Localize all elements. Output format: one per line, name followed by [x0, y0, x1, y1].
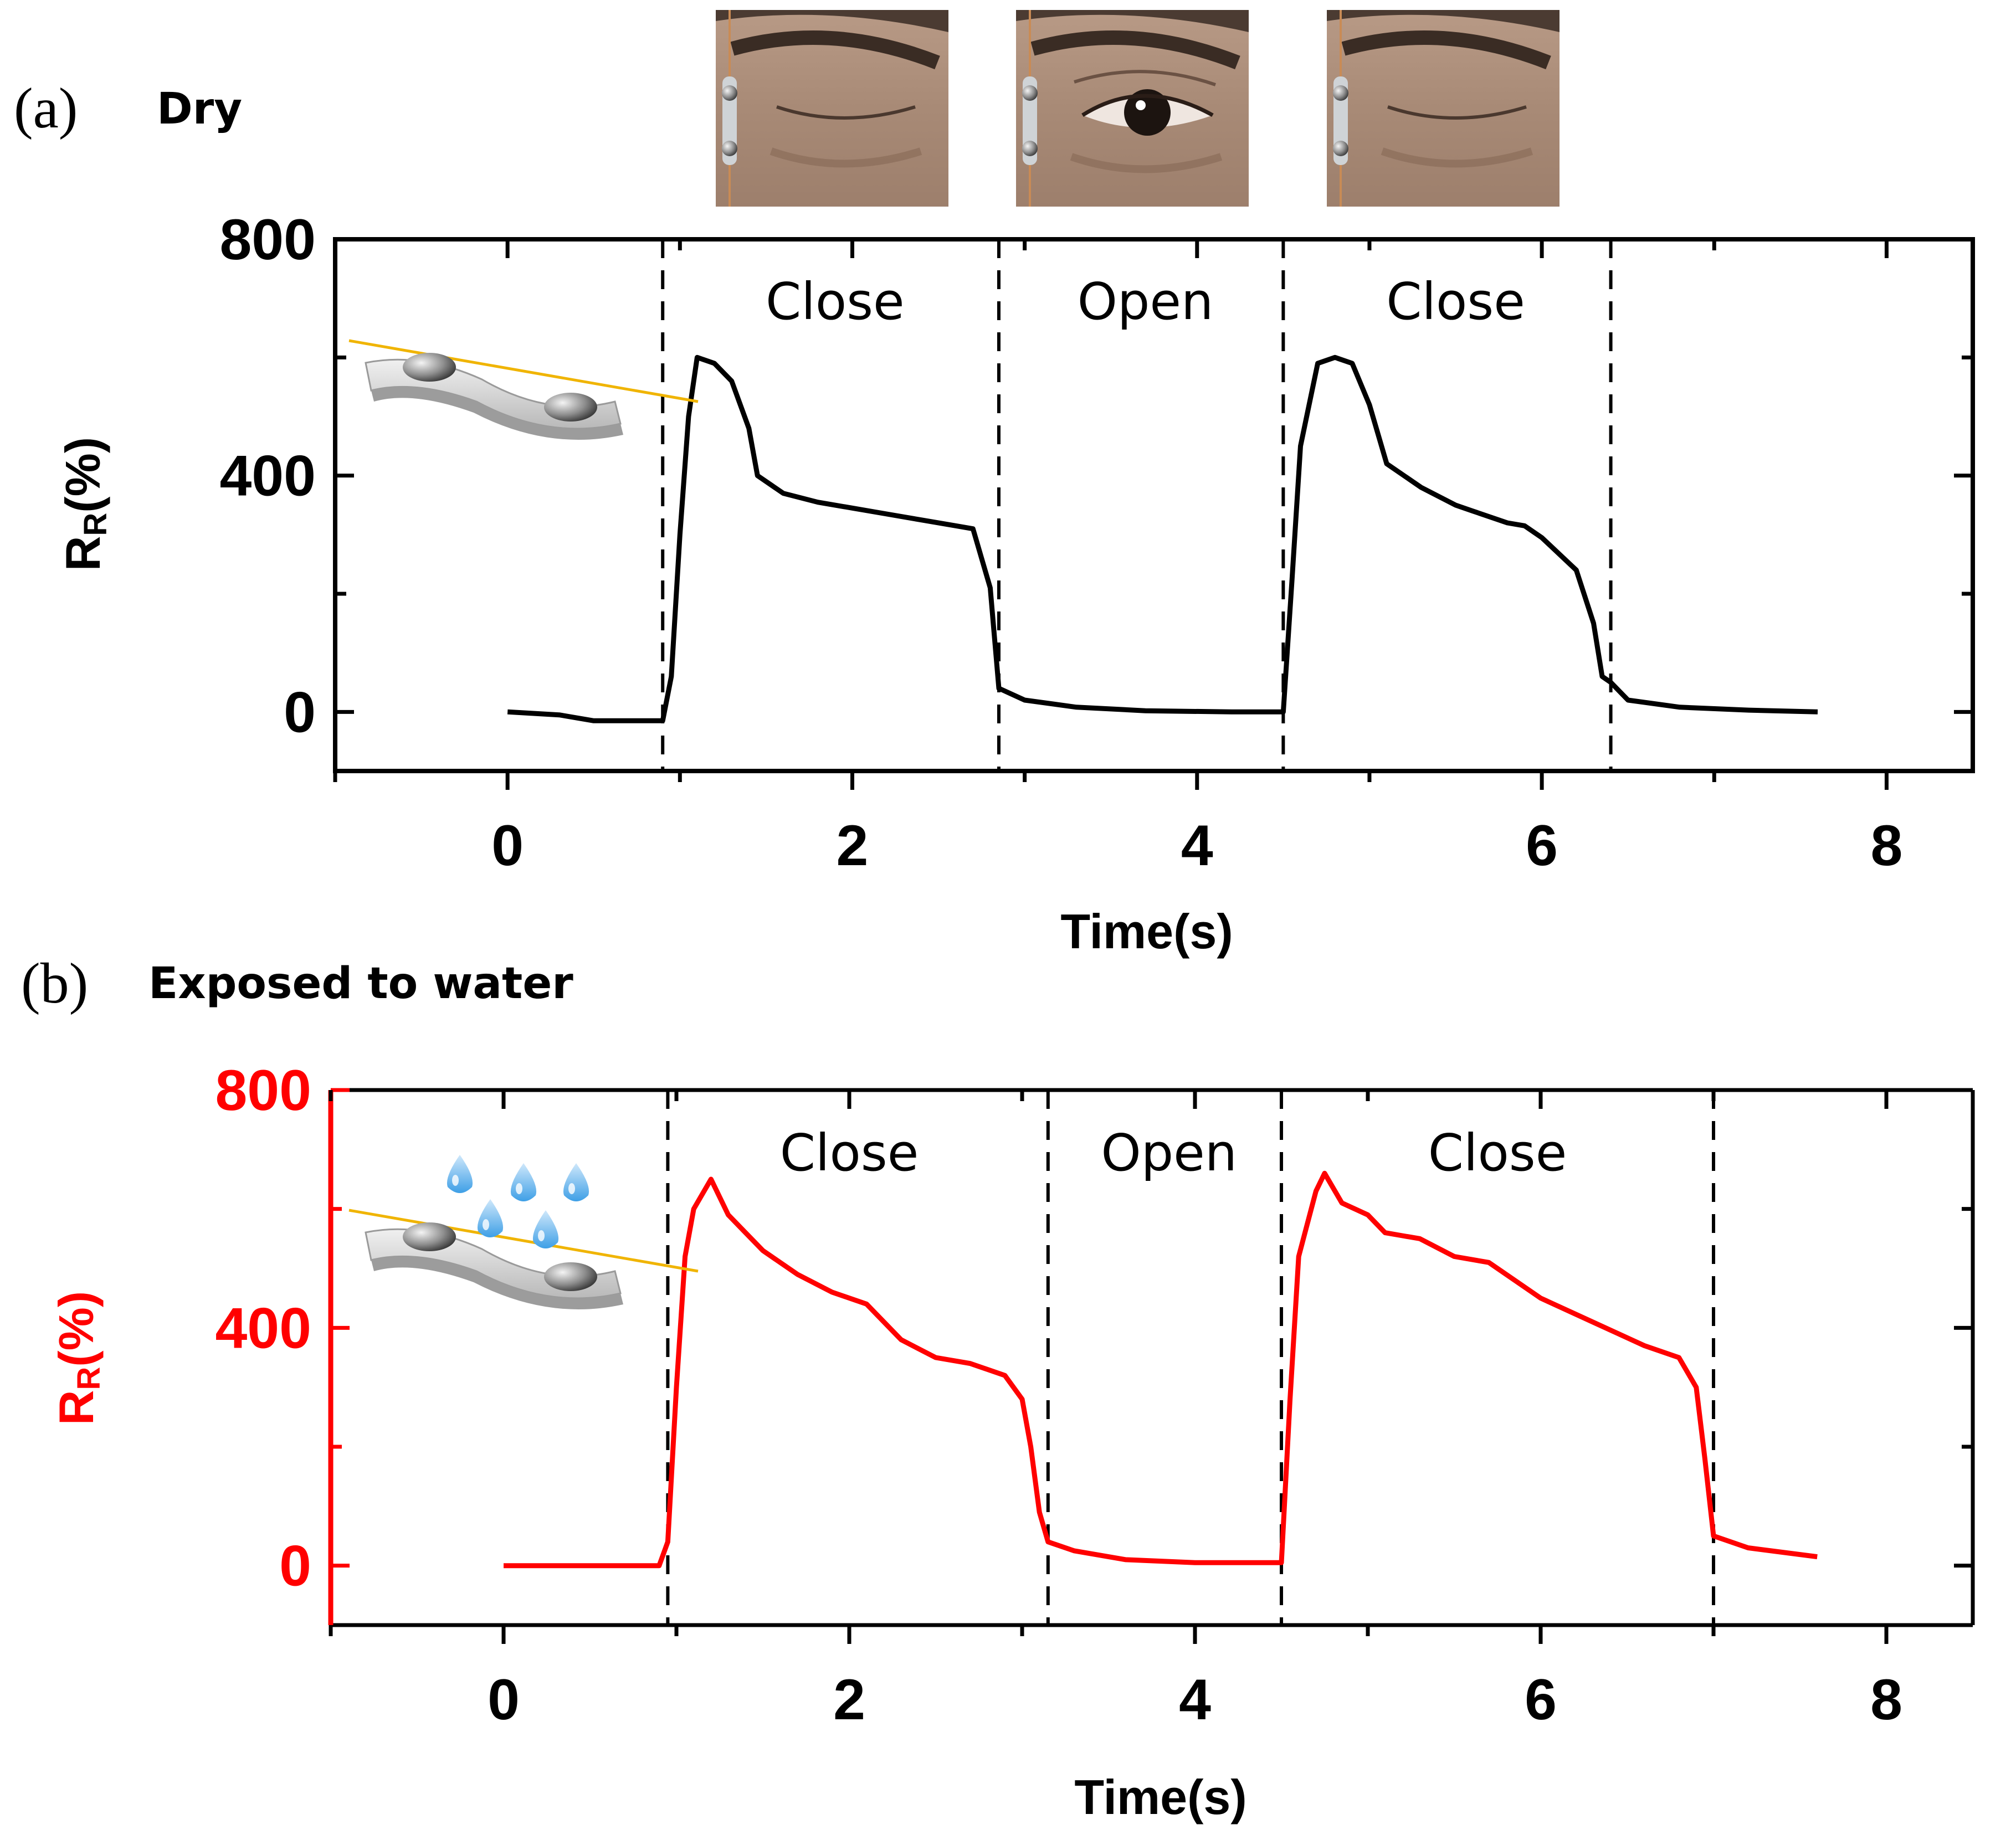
x-axis-label: Time(s)	[1074, 1770, 1246, 1824]
y-tick-label: 400	[215, 1296, 311, 1360]
y-axis-label: RR(%)	[55, 437, 114, 571]
phase-label-close: Close	[1386, 272, 1525, 331]
x-tick-label: 8	[1870, 814, 1902, 878]
x-tick-label: 6	[1525, 1668, 1557, 1732]
phase-label-close: Close	[1428, 1123, 1567, 1183]
chart-dry: Close Open Close 0 400 800 0 2 4 6 8 Time(s) RR(…	[55, 208, 1975, 959]
x-tick-label: 0	[491, 814, 524, 878]
phase-label-open: Open	[1078, 272, 1214, 331]
phase-label-close: Close	[780, 1123, 919, 1183]
closed-eye-photo	[716, 10, 948, 207]
sensor-strip-with-water-drops-icon	[349, 1155, 698, 1309]
series-line	[504, 1170, 1818, 1569]
closed-eye-photo	[1327, 10, 1560, 207]
x-tick-label: 6	[1526, 814, 1558, 878]
x-tick-label: 2	[837, 814, 869, 878]
y-tick-label: 400	[219, 444, 316, 508]
y-axis-label: RR(%)	[49, 1291, 107, 1425]
open-eye-photo	[1016, 10, 1249, 207]
series-line	[507, 354, 1818, 723]
condition-label-water: Exposed to water	[148, 959, 573, 1009]
plot-frame	[333, 237, 1975, 773]
x-tick-label: 4	[1179, 1668, 1211, 1732]
panel-label-b: (b)	[21, 952, 88, 1015]
x-tick-label: 4	[1181, 814, 1213, 878]
condition-label-dry: Dry	[157, 84, 242, 134]
x-axis-label: Time(s)	[1060, 904, 1233, 959]
sensor-strip-icon	[349, 341, 698, 440]
phase-label-open: Open	[1101, 1123, 1237, 1183]
panel-label-a: (a)	[14, 76, 78, 140]
x-tick-label: 8	[1870, 1668, 1902, 1732]
phase-label-close: Close	[766, 272, 905, 331]
chart-exposed-to-water: Close Open Close 0 400 800 0 2 4 6 8 Time(s) RR(…	[49, 1058, 1975, 1824]
y-tick-label: 800	[219, 208, 316, 272]
y-tick-label: 0	[279, 1534, 311, 1599]
y-tick-label: 0	[284, 680, 316, 744]
y-tick-label: 800	[215, 1058, 311, 1123]
x-tick-label: 2	[833, 1668, 865, 1732]
x-tick-label: 0	[488, 1668, 520, 1732]
